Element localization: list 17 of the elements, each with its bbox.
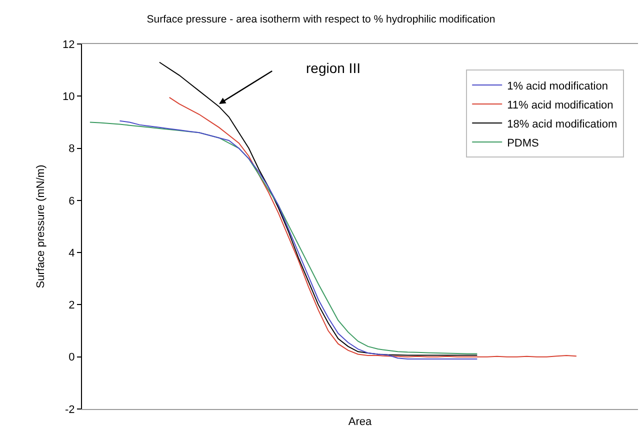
y-tick-label: 0 (68, 352, 75, 364)
legend-label: PDMS (507, 137, 539, 150)
y-tick-label: -2 (65, 404, 75, 416)
legend-label: 1% acid modification (507, 80, 608, 92)
y-tick-label: 8 (68, 143, 75, 156)
y-tick-label: 6 (68, 195, 75, 208)
y-tick-label: 12 (62, 38, 75, 51)
legend-label: 18% acid modificatiom (507, 118, 618, 130)
y-axis-title: Surface pressure (mN/m) (35, 164, 48, 288)
y-tick-label: 2 (68, 300, 75, 312)
y-tick-label: 4 (68, 247, 75, 260)
y-tick-label: 10 (62, 90, 75, 103)
annotation: region III (306, 60, 360, 76)
x-axis-title: Area (348, 416, 372, 428)
legend-label: 11% acid modification (507, 99, 614, 112)
line-series (158, 62, 478, 356)
chart-title: Surface pressure - area isotherm with respect to % hydrophilic modification (146, 14, 496, 26)
